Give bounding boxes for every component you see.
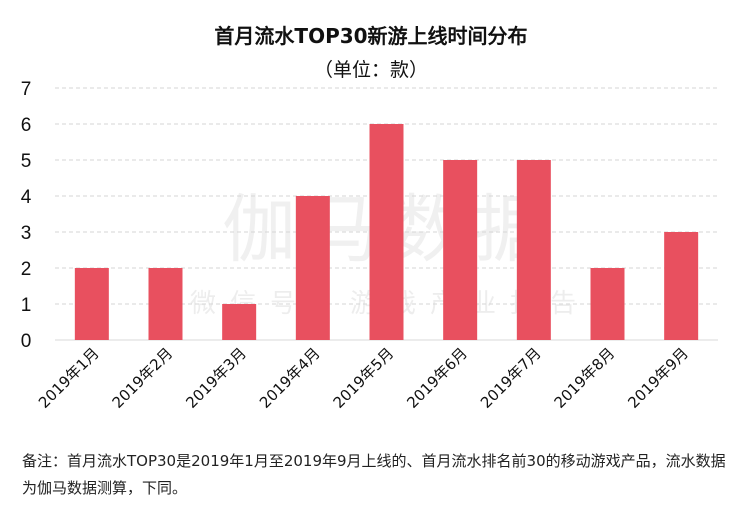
x-tick-label: 2019年3月 <box>182 344 250 412</box>
y-tick-label: 2 <box>21 259 32 280</box>
bar <box>295 196 330 340</box>
x-tick-label: 2019年2月 <box>109 344 177 412</box>
x-tick-label: 2019年5月 <box>330 344 398 412</box>
bar <box>590 268 625 340</box>
y-tick-label: 7 <box>21 79 32 100</box>
y-tick-label: 3 <box>21 223 32 244</box>
y-tick-label: 4 <box>21 187 32 208</box>
x-tick-label: 2019年4月 <box>256 344 324 412</box>
bar <box>74 268 109 340</box>
bar-chart: 伽马数据 微信号：游戏产业报告 012345672019年1月2019年2月20… <box>21 79 718 412</box>
bar <box>222 304 257 340</box>
bar <box>664 232 699 340</box>
bar <box>148 268 183 340</box>
bar <box>369 124 404 340</box>
bar <box>516 160 551 340</box>
y-tick-label: 5 <box>21 151 32 172</box>
x-tick-label: 2019年7月 <box>477 344 545 412</box>
chart-subtitle: （单位：款） <box>313 59 428 81</box>
x-tick-label: 2019年8月 <box>551 344 619 412</box>
y-tick-label: 0 <box>21 331 32 352</box>
y-tick-label: 1 <box>21 295 32 316</box>
x-tick-label: 2019年6月 <box>403 344 471 412</box>
x-tick-label: 2019年9月 <box>624 344 692 412</box>
y-tick-label: 6 <box>21 115 32 136</box>
footnote: 备注：首月流水TOP30是2019年1月至2019年9月上线的、首月流水排名前3… <box>22 452 726 497</box>
chart-title: 首月流水TOP30新游上线时间分布 <box>214 24 528 48</box>
bar <box>443 160 478 340</box>
x-tick-label: 2019年1月 <box>35 344 103 412</box>
